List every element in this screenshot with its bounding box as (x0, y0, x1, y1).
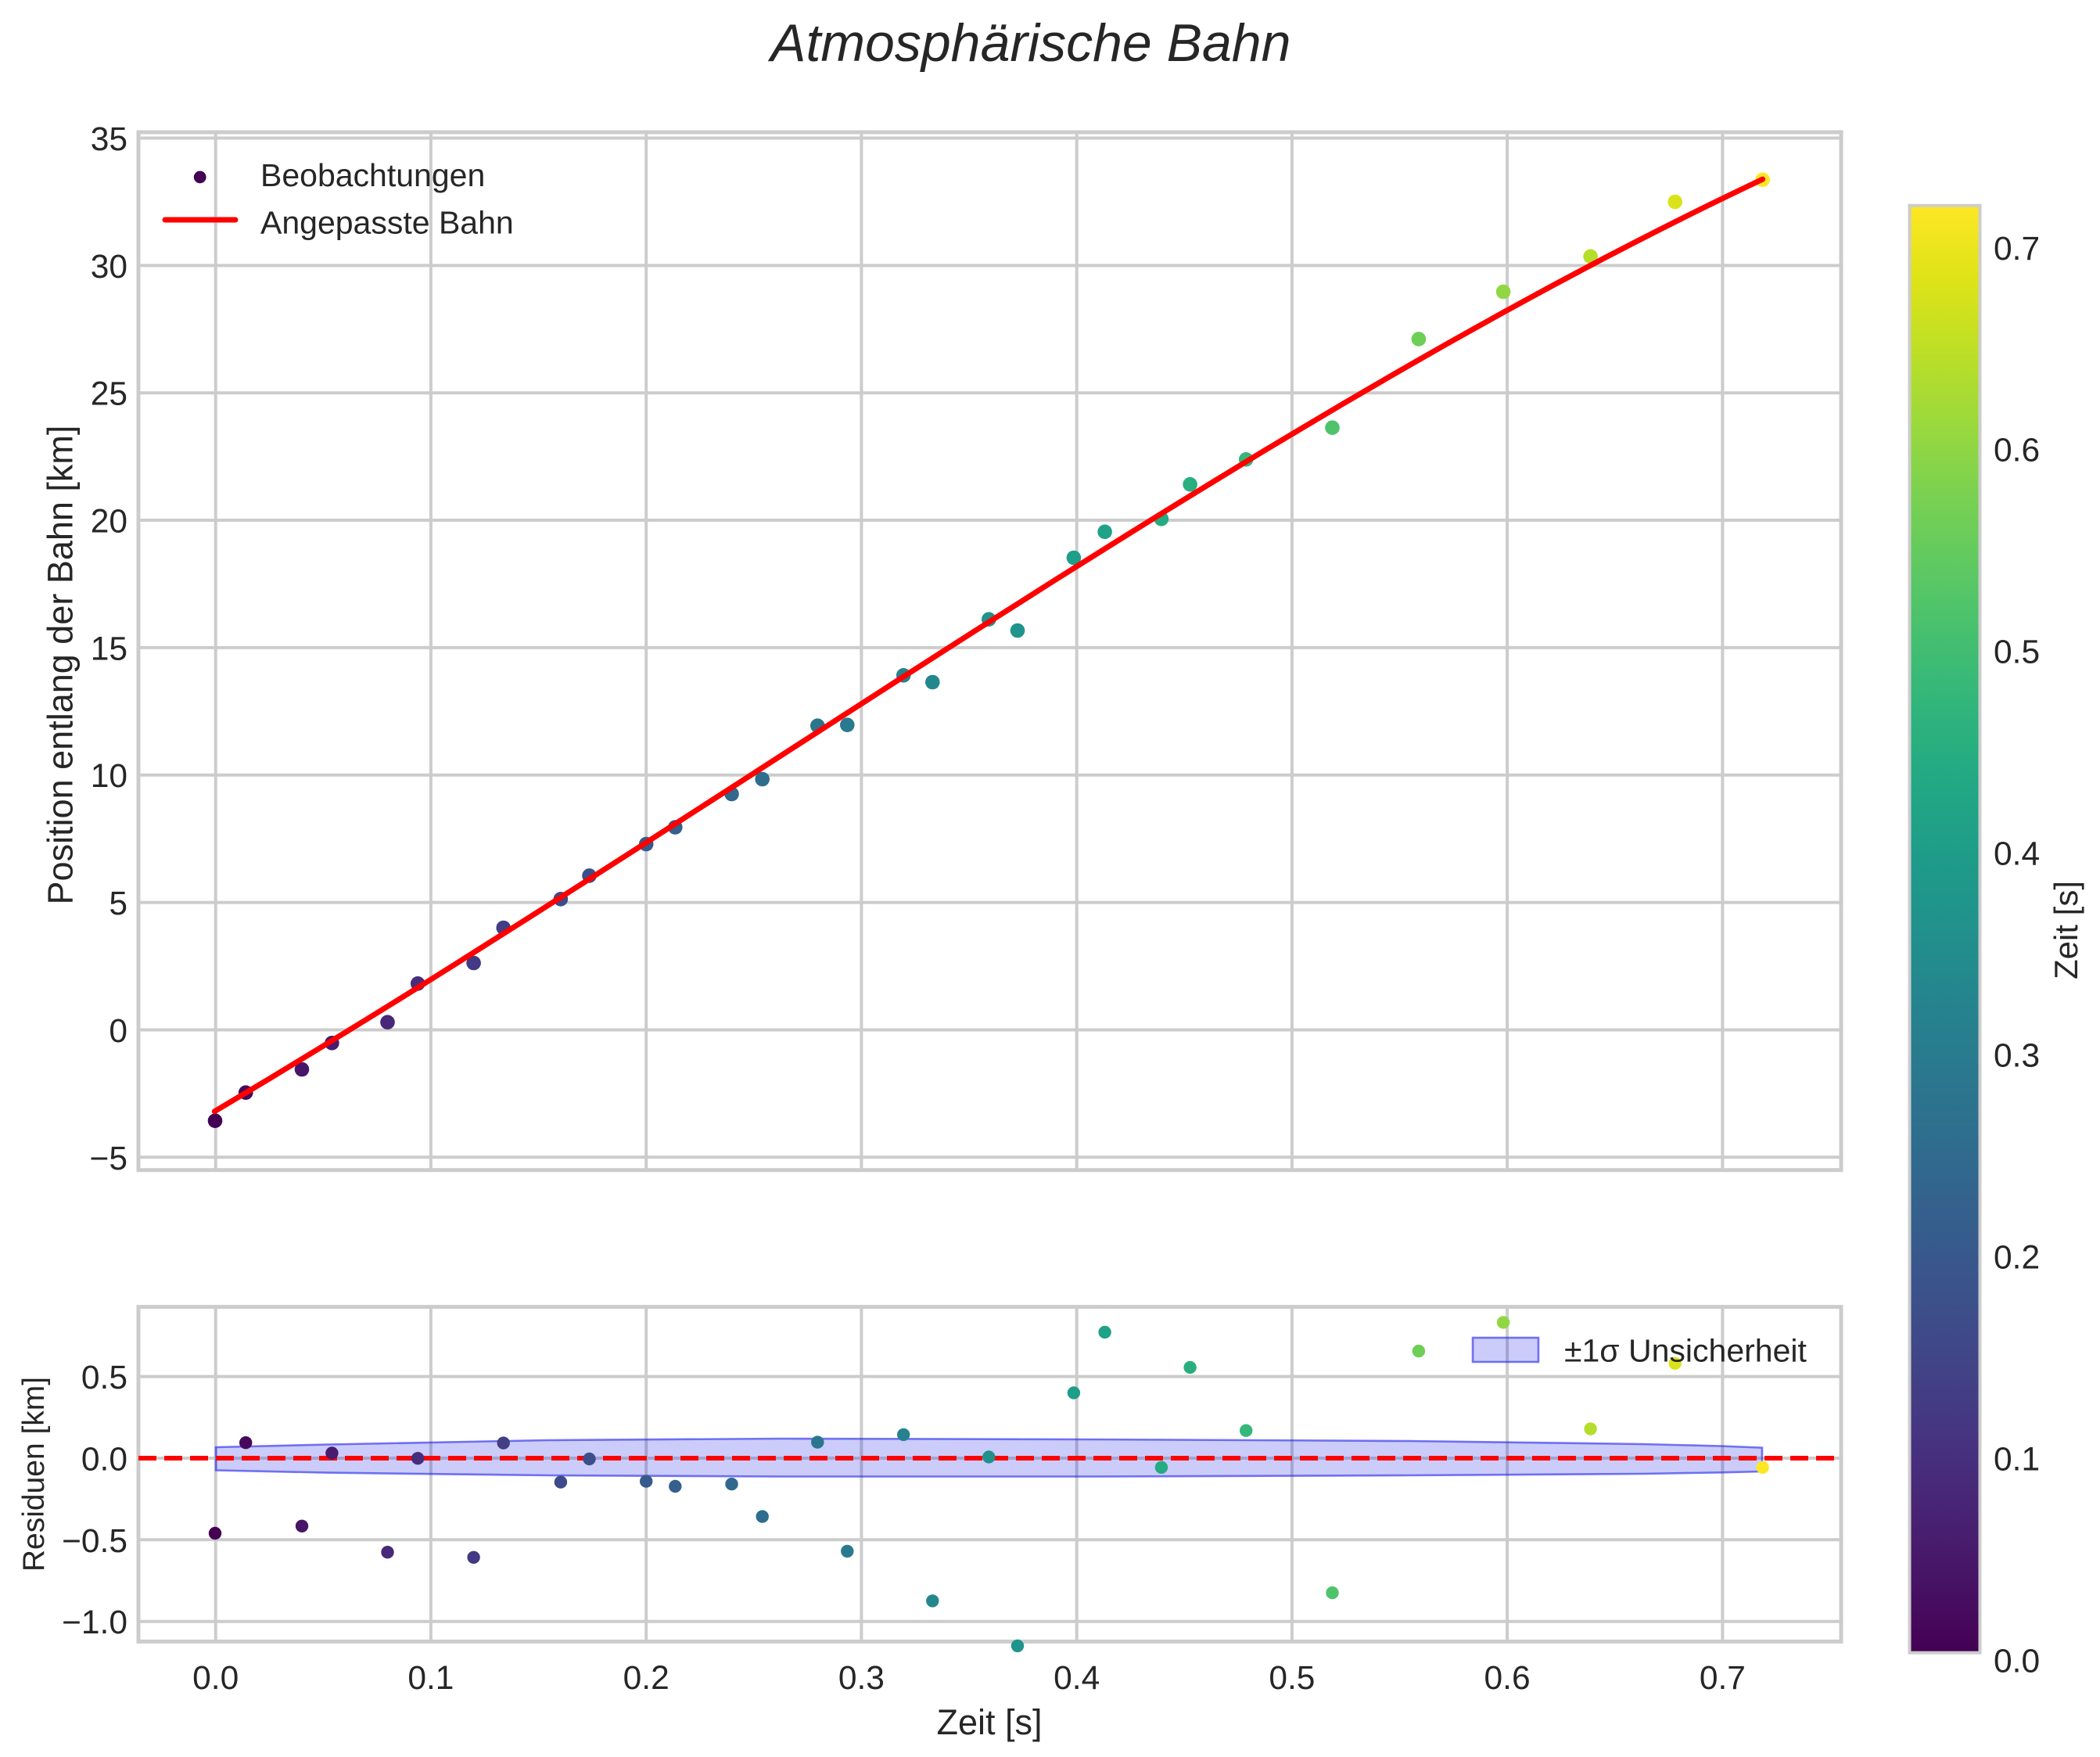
svg-text:35: 35 (91, 121, 127, 158)
svg-text:0.7: 0.7 (1994, 231, 2040, 268)
svg-text:0.5: 0.5 (81, 1360, 127, 1396)
svg-text:0.2: 0.2 (623, 1660, 669, 1697)
svg-text:0.1: 0.1 (407, 1660, 454, 1697)
svg-text:0: 0 (109, 1013, 127, 1050)
svg-text:5: 5 (109, 886, 127, 922)
svg-text:0.3: 0.3 (1994, 1038, 2040, 1075)
svg-text:0.0: 0.0 (81, 1442, 127, 1479)
svg-text:Position entlang der Bahn [km]: Position entlang der Bahn [km] (41, 426, 81, 905)
svg-text:0.3: 0.3 (838, 1660, 885, 1697)
svg-text:−0.5: −0.5 (62, 1523, 127, 1560)
svg-text:Beobachtungen: Beobachtungen (260, 157, 485, 193)
svg-text:0.4: 0.4 (1994, 836, 2040, 873)
svg-text:20: 20 (91, 504, 127, 541)
svg-text:±1σ Unsicherheit: ±1σ Unsicherheit (1564, 1333, 1807, 1369)
svg-text:10: 10 (91, 758, 127, 795)
svg-text:0.5: 0.5 (1269, 1660, 1315, 1697)
svg-text:25: 25 (91, 376, 127, 413)
svg-text:15: 15 (91, 631, 127, 667)
svg-text:30: 30 (91, 249, 127, 286)
svg-text:0.7: 0.7 (1700, 1660, 1746, 1697)
svg-text:0.0: 0.0 (192, 1660, 239, 1697)
svg-text:0.1: 0.1 (1994, 1442, 2040, 1479)
svg-text:0.5: 0.5 (1994, 634, 2040, 671)
svg-text:0.0: 0.0 (1994, 1643, 2040, 1680)
svg-text:0.2: 0.2 (1994, 1240, 2040, 1277)
svg-text:−1.0: −1.0 (62, 1604, 127, 1641)
svg-text:Atmosphärische Bahn: Atmosphärische Bahn (767, 13, 1291, 73)
svg-text:0.6: 0.6 (1484, 1660, 1531, 1697)
svg-text:Zeit [s]: Zeit [s] (936, 1702, 1042, 1742)
svg-text:Zeit [s]: Zeit [s] (2048, 881, 2084, 979)
svg-text:0.4: 0.4 (1054, 1660, 1100, 1697)
svg-text:0.6: 0.6 (1994, 433, 2040, 469)
svg-text:−5: −5 (90, 1141, 127, 1177)
svg-text:Residuen [km]: Residuen [km] (17, 1377, 51, 1572)
svg-text:Angepasste Bahn: Angepasste Bahn (260, 205, 514, 241)
